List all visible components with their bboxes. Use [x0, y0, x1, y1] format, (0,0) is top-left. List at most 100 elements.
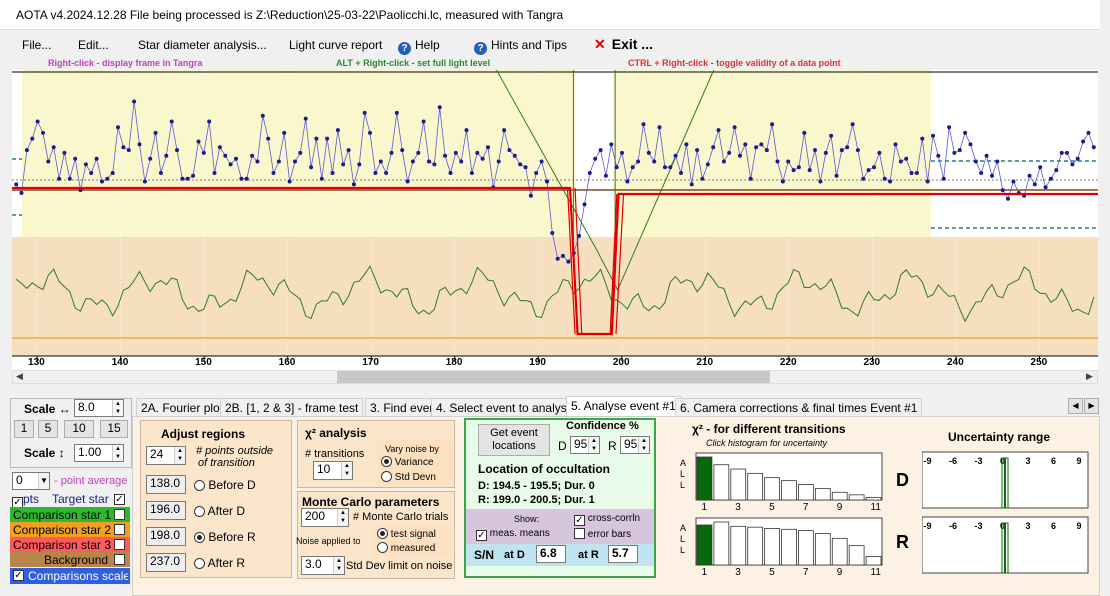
hint-ctrl-right-click: CTRL + Right-click - toggle validity of …: [628, 58, 841, 68]
data-point: [255, 159, 260, 164]
scale-5-button[interactable]: 5: [38, 420, 58, 438]
comparisons-scaled-checkbox[interactable]: ✓: [13, 570, 24, 581]
spinner-arrows-icon[interactable]: ▲ ▼: [337, 509, 348, 526]
data-point: [748, 176, 753, 181]
data-point: [721, 159, 726, 164]
spinner-arrows-icon[interactable]: ▲ ▼: [588, 437, 599, 453]
confidence-r-value: 95: [624, 437, 638, 451]
scale-1-button[interactable]: 1: [14, 420, 34, 438]
data-point: [984, 153, 989, 158]
x-tick-label: 220: [779, 357, 797, 368]
menu-light-curve-report[interactable]: Light curve report: [289, 38, 383, 52]
data-point: [732, 125, 737, 130]
after-d-field[interactable]: 196.0: [146, 501, 186, 520]
std-devn-radio[interactable]: Std Devn: [381, 471, 436, 483]
measured-radio[interactable]: measured: [377, 542, 435, 554]
data-point: [368, 130, 372, 135]
data-point: [695, 148, 700, 153]
data-point: [786, 159, 791, 164]
menu-star-diameter[interactable]: Star diameter analysis...: [138, 38, 267, 52]
target-star-checkbox[interactable]: ✓: [114, 494, 125, 505]
spinner-arrows-icon[interactable]: ▲ ▼: [638, 437, 649, 453]
before-d-radio[interactable]: Before D: [194, 478, 256, 492]
chi-histogram-r[interactable]: A L L1 3 5 7 9 11: [678, 515, 886, 577]
spinner-arrows-icon[interactable]: ▲ ▼: [174, 447, 185, 464]
after-r-field[interactable]: 237.0: [146, 553, 186, 572]
menu-exit[interactable]: ✕ Exit ...: [594, 36, 653, 53]
meas-means-checkbox[interactable]: ✓ meas. means: [476, 528, 550, 541]
points-outside-spinner[interactable]: 24 ▲ ▼: [146, 446, 186, 465]
comparison-star-1-checkbox[interactable]: [114, 509, 125, 520]
menu-help[interactable]: ? Help: [398, 38, 440, 55]
chi-histogram-d[interactable]: A L L1 3 5 7 9 11: [678, 450, 886, 512]
test-signal-label: test signal: [390, 529, 436, 540]
data-point: [711, 145, 716, 150]
tab-analyse-event[interactable]: 5. Analyse event #1: [566, 396, 681, 417]
histogram-bar: [696, 524, 713, 566]
std-limit-spinner[interactable]: 3.0 ▲ ▼: [301, 556, 345, 575]
before-r-radio[interactable]: Before R: [194, 530, 256, 544]
transitions-spinner[interactable]: 10 ▲ ▼: [313, 461, 353, 480]
scroll-right-icon[interactable]: ▶: [1086, 371, 1093, 381]
chevron-down-icon[interactable]: ▼: [38, 473, 49, 489]
spinner-arrows-icon[interactable]: ▲ ▼: [333, 557, 344, 574]
point-average-select[interactable]: 0 ▼: [12, 472, 50, 490]
menu-hints[interactable]: ? Hints and Tips: [474, 38, 567, 55]
tab-select-event[interactable]: 4. Select event to analyse: [431, 398, 579, 416]
light-curve-series[interactable]: [14, 99, 1096, 264]
tab-camera-corrections[interactable]: 6. Camera corrections & final times Even…: [675, 398, 923, 416]
light-curve-plot[interactable]: [12, 70, 1098, 370]
error-bars-checkbox[interactable]: error bars: [574, 528, 631, 540]
spinner-arrows-icon[interactable]: ▲ ▼: [112, 445, 123, 461]
spinner-arrows-icon[interactable]: ▲ ▼: [112, 400, 123, 416]
confidence-d-spinner[interactable]: 95 ▲ ▼: [570, 436, 600, 454]
sn-d-value: 6.8: [536, 545, 566, 563]
pts-label: pts: [23, 492, 40, 506]
comparison-star-3-checkbox[interactable]: [114, 539, 125, 550]
scale-horizontal-spinner[interactable]: 8.0 ▲ ▼: [74, 399, 124, 417]
histogram-all-letter: L: [680, 545, 685, 555]
comparison-star-1-label: Comparison star 1: [13, 508, 112, 522]
scale-vertical-spinner[interactable]: 1.00 ▲ ▼: [74, 444, 124, 462]
variance-radio[interactable]: Variance: [381, 456, 434, 468]
data-point: [839, 148, 844, 153]
tab-fourier-plot[interactable]: 2A. Fourier plot: [136, 398, 229, 416]
check-icon: ✓: [476, 530, 487, 541]
after-d-radio[interactable]: After D: [194, 504, 245, 518]
before-r-field[interactable]: 198.0: [146, 527, 186, 546]
confidence-r-spinner[interactable]: 95 ▲ ▼: [620, 436, 650, 454]
tab-scroll-right-icon[interactable]: ▶: [1084, 398, 1099, 414]
x-tick-label: 160: [278, 357, 296, 368]
after-r-radio[interactable]: After R: [194, 556, 245, 570]
menu-edit[interactable]: Edit...: [78, 38, 109, 52]
radio-icon: [194, 480, 205, 491]
data-point: [437, 105, 442, 110]
spinner-arrows-icon[interactable]: ▲ ▼: [341, 462, 352, 479]
comparison-star-2-checkbox[interactable]: [114, 524, 125, 535]
data-point: [180, 176, 185, 181]
scale-10-button[interactable]: 10: [64, 420, 94, 438]
cross-corr-checkbox[interactable]: ✓ cross-corrln: [574, 513, 640, 526]
scroll-left-icon[interactable]: ◀: [16, 371, 23, 381]
data-point: [534, 171, 539, 175]
data-point: [266, 136, 271, 141]
x-tick-label: 200: [612, 357, 630, 368]
data-point: [587, 171, 592, 175]
get-event-locations-button[interactable]: Get event locations: [478, 424, 550, 456]
pts-checkbox[interactable]: ✓pts: [12, 492, 39, 508]
data-point: [228, 162, 233, 167]
monte-carlo-trials-spinner[interactable]: 200 ▲ ▼: [301, 508, 349, 527]
test-signal-radio[interactable]: test signal: [377, 528, 436, 540]
scale-15-button[interactable]: 15: [100, 420, 128, 438]
before-d-field[interactable]: 138.0: [146, 475, 186, 494]
histogram-bar: [798, 484, 814, 501]
data-point: [67, 176, 72, 181]
plot-scrollbar-thumb[interactable]: [337, 371, 770, 383]
tab-scroll-left-icon[interactable]: ◀: [1068, 398, 1083, 414]
tab-find-events[interactable]: 3. Find events: [365, 398, 451, 416]
menu-file[interactable]: File...: [22, 38, 52, 52]
background-checkbox[interactable]: [114, 554, 125, 565]
scale-group: [10, 398, 132, 468]
x-tick-label: 230: [863, 357, 881, 368]
tab-frame-test[interactable]: 2B. [1, 2 & 3] - frame test: [220, 398, 364, 416]
